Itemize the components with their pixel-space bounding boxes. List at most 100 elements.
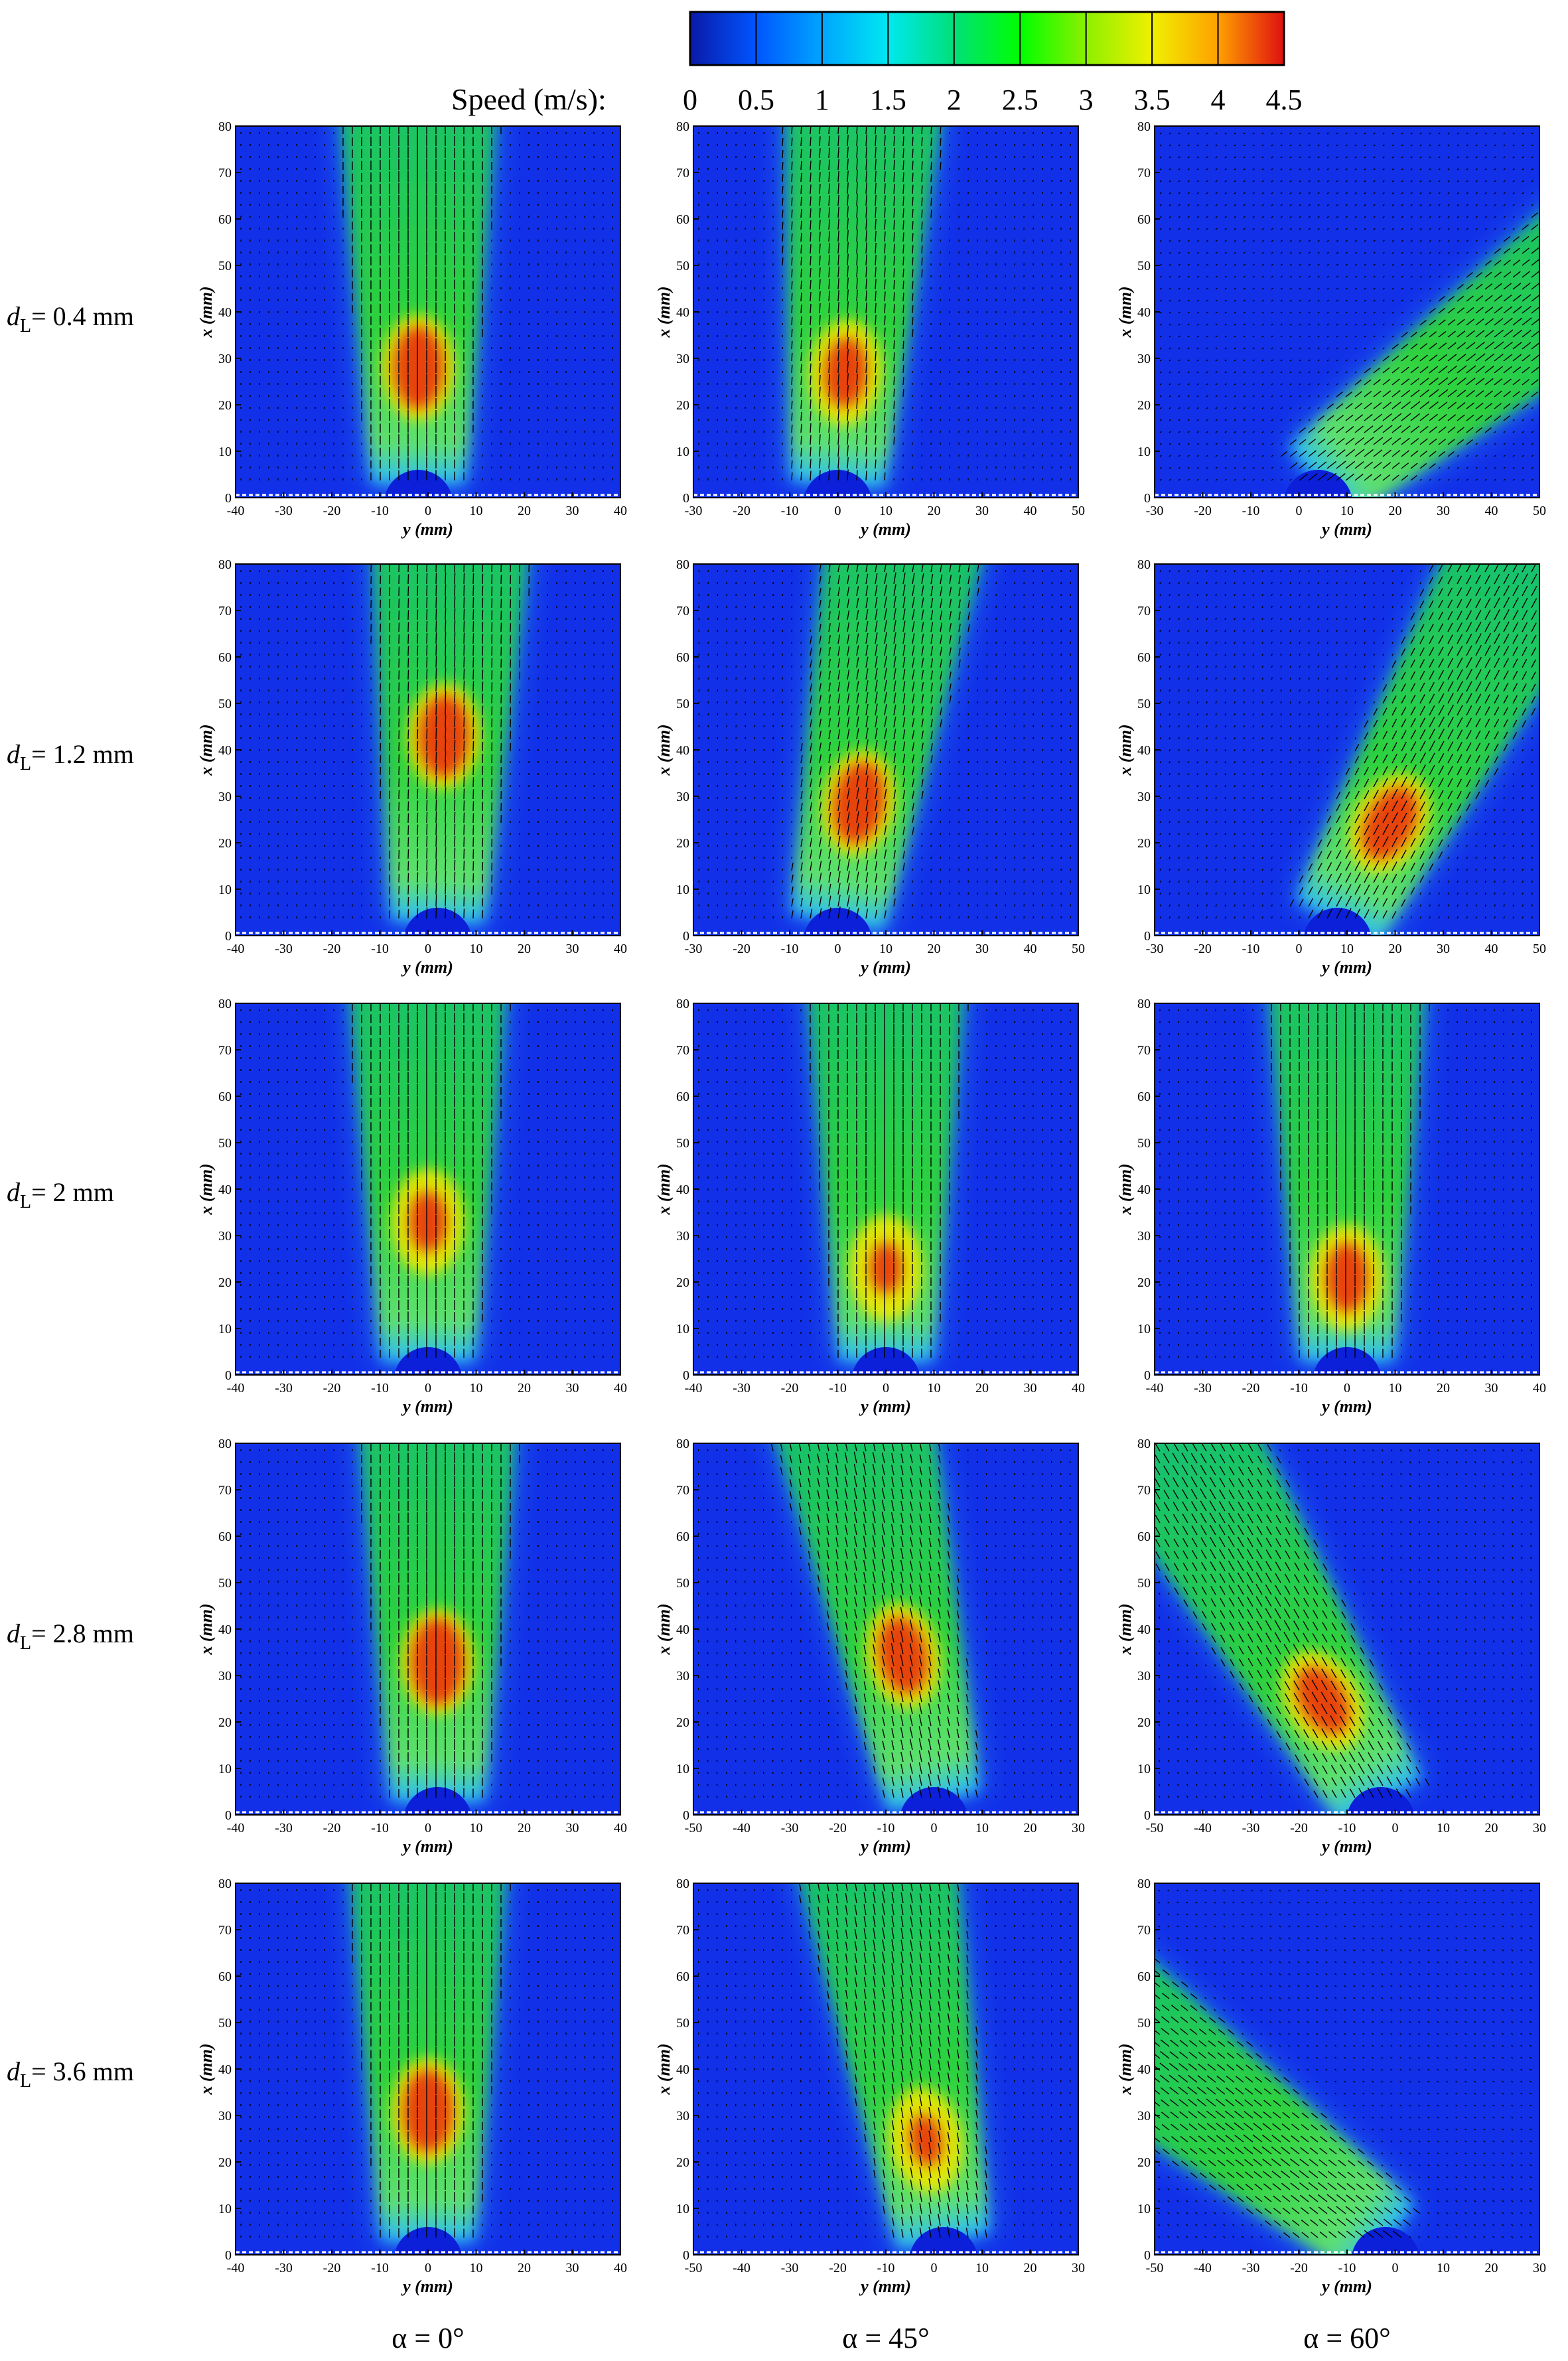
- velocity-vector: [1419, 366, 1429, 374]
- colorbar-dividers: [755, 12, 1219, 65]
- velocity-vector: [1457, 251, 1459, 254]
- velocity-vector: [472, 585, 474, 597]
- velocity-vector: [1308, 192, 1311, 194]
- velocity-vector: [435, 739, 437, 752]
- velocity-vector: [1215, 407, 1218, 409]
- velocity-vector: [1308, 450, 1317, 457]
- velocity-vector: [445, 883, 447, 895]
- velocity-vector: [1457, 307, 1465, 314]
- velocity-vector: [1336, 275, 1338, 278]
- velocity-vector: [1503, 283, 1512, 290]
- velocity-vector: [472, 741, 474, 752]
- velocity-vector: [1345, 287, 1348, 290]
- velocity-vector: [1271, 180, 1273, 182]
- velocity-vector: [1206, 192, 1208, 194]
- velocity-vector: [1206, 287, 1208, 290]
- velocity-vector: [1289, 216, 1292, 218]
- velocity-vector: [1503, 132, 1506, 135]
- x-tick-label: -20: [1194, 504, 1212, 518]
- velocity-vector: [1373, 251, 1376, 254]
- velocity-vector: [1336, 263, 1338, 266]
- velocity-vector: [1224, 419, 1227, 421]
- velocity-vector: [407, 837, 409, 847]
- velocity-vector: [1178, 335, 1180, 338]
- velocity-vector: [1169, 144, 1171, 147]
- velocity-vector: [1438, 330, 1447, 338]
- velocity-vector: [1280, 419, 1283, 421]
- velocity-vector: [1522, 305, 1532, 314]
- velocity-vector: [1336, 299, 1338, 302]
- velocity-vector: [902, 317, 904, 326]
- velocity-vector: [1447, 240, 1450, 242]
- bubble-region: [1284, 470, 1352, 498]
- velocity-vector: [1382, 378, 1391, 386]
- velocity-vector: [1531, 419, 1533, 421]
- velocity-vector: [1289, 462, 1298, 469]
- velocity-vector: [1215, 240, 1218, 242]
- velocity-vector: [1382, 413, 1392, 421]
- velocity-vector: [1531, 192, 1533, 194]
- velocity-vector: [1159, 240, 1162, 242]
- velocity-vector: [1354, 180, 1357, 182]
- velocity-vector: [435, 644, 437, 656]
- velocity-vector: [1187, 359, 1190, 362]
- velocity-vector: [1457, 263, 1459, 266]
- velocity-vector: [1206, 263, 1208, 266]
- velocity-vector: [1308, 473, 1318, 481]
- velocity-vector: [902, 268, 904, 278]
- velocity-vector: [445, 787, 447, 800]
- velocity-vector: [1308, 347, 1311, 350]
- velocity-vector: [1280, 156, 1283, 159]
- velocity-vector: [1438, 263, 1441, 266]
- velocity-vector: [1466, 295, 1474, 302]
- velocity-vector: [1317, 407, 1320, 409]
- velocity-vector: [1299, 287, 1301, 290]
- velocity-vector: [1484, 478, 1487, 481]
- velocity-vector: [800, 364, 802, 374]
- velocity-vector: [1317, 216, 1320, 218]
- velocity-vector: [1187, 431, 1190, 433]
- velocity-vector: [1317, 263, 1320, 266]
- velocity-vector: [1299, 439, 1307, 445]
- velocity-vector: [1494, 240, 1496, 242]
- velocity-vector: [1531, 391, 1539, 397]
- velocity-vector: [1326, 311, 1329, 314]
- velocity-vector: [417, 764, 419, 776]
- velocity-vector: [1494, 132, 1496, 135]
- velocity-vector: [445, 859, 447, 871]
- velocity-vector: [1503, 144, 1506, 147]
- velocity-vector: [1382, 299, 1385, 302]
- velocity-vector: [1531, 204, 1533, 206]
- velocity-vector: [1159, 132, 1162, 135]
- velocity-vector: [1261, 347, 1264, 350]
- velocity-vector: [875, 375, 877, 386]
- velocity-vector: [1243, 216, 1246, 218]
- velocity-vector: [837, 230, 839, 242]
- velocity-vector: [1252, 466, 1255, 469]
- velocity-vector: [800, 447, 802, 457]
- colorbar-tick-label: 1: [815, 84, 829, 116]
- velocity-vector: [1159, 251, 1162, 254]
- y-tick-label: 40: [676, 305, 689, 320]
- velocity-vector: [1354, 380, 1362, 386]
- velocity-vector: [865, 170, 867, 182]
- velocity-vector: [1169, 287, 1171, 290]
- velocity-vector: [482, 705, 484, 716]
- velocity-vector: [472, 693, 474, 704]
- velocity-vector: [1512, 248, 1520, 254]
- velocity-vector: [1345, 168, 1348, 171]
- velocity-vector: [1308, 168, 1311, 171]
- x-tick-label: 20: [928, 504, 941, 518]
- velocity-vector: [1252, 132, 1255, 135]
- velocity-vector: [482, 670, 484, 680]
- velocity-vector: [865, 218, 867, 230]
- velocity-vector: [1419, 168, 1422, 171]
- velocity-vector: [1522, 294, 1532, 302]
- velocity-vector: [1261, 132, 1264, 135]
- velocity-vector: [1345, 371, 1348, 374]
- velocity-vector: [1196, 371, 1199, 374]
- velocity-vector: [847, 170, 849, 182]
- velocity-vector: [1243, 263, 1246, 266]
- velocity-vector: [1457, 414, 1465, 421]
